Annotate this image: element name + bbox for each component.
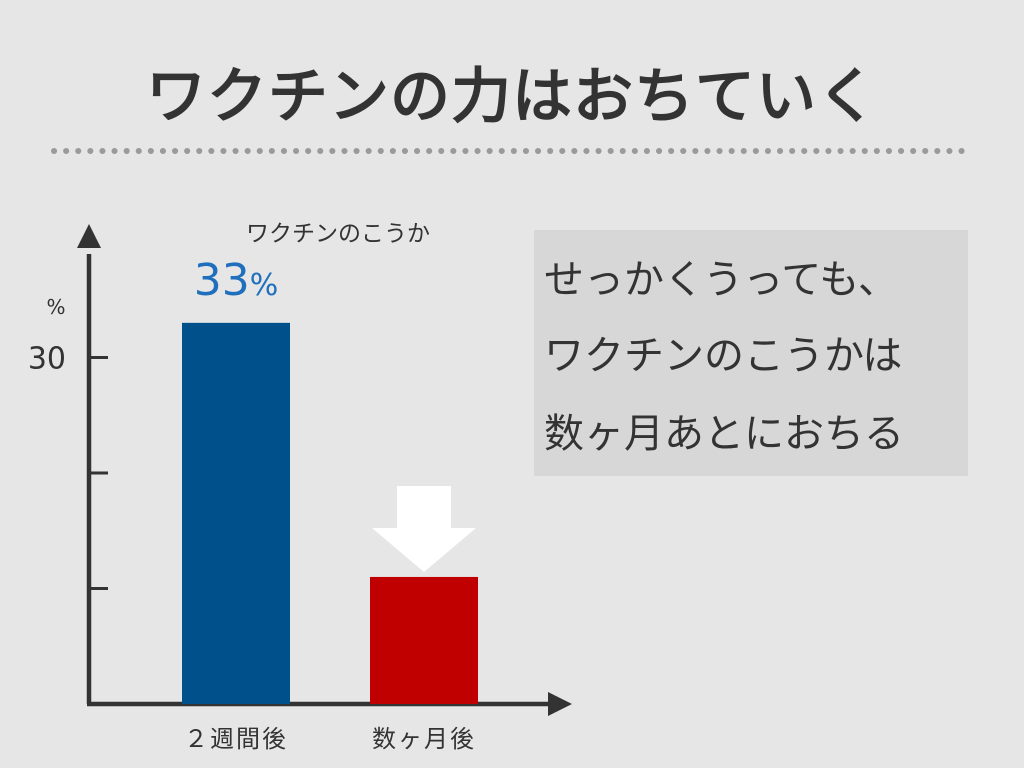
- y-axis-unit-label: %: [46, 295, 65, 319]
- data-label-value: 33: [194, 255, 250, 306]
- callout-box: せっかくうっても、 ワクチンのこうかは 数ヶ月あとにおちる: [534, 230, 968, 476]
- x-axis-arrowhead: [548, 692, 572, 716]
- bar: [182, 322, 290, 704]
- chart-title: ワクチンのこうか: [246, 221, 430, 247]
- down-arrow-icon: [372, 486, 476, 572]
- y-tick-label: 30: [28, 342, 66, 377]
- bar: [370, 576, 478, 704]
- callout-line-1: せっかくうっても、: [544, 257, 898, 303]
- data-label-unit: %: [250, 268, 279, 303]
- x-tick-label: 数ヶ月後: [372, 725, 476, 753]
- data-label-33: 33%: [194, 255, 279, 306]
- callout-line-2: ワクチンのこうかは: [544, 333, 903, 379]
- callout-line-3: 数ヶ月あとにおちる: [544, 411, 904, 457]
- x-tick-label: ２週間後: [184, 725, 288, 753]
- slide-title: ワクチンの力はおちていく: [146, 62, 878, 132]
- y-axis-arrowhead: [77, 224, 101, 248]
